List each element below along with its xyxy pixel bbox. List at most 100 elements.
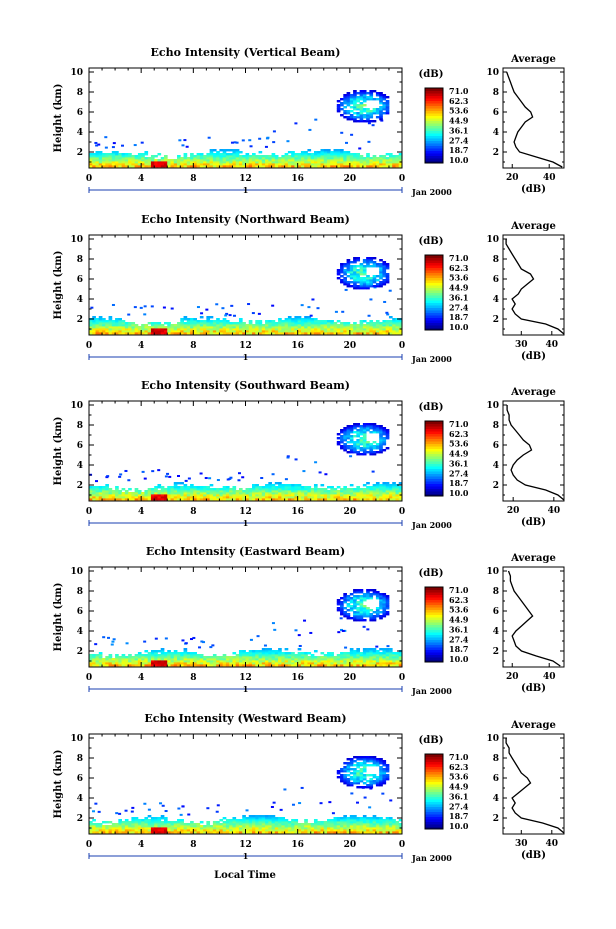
heatmap-cell [362, 273, 367, 276]
heatmap-cell [173, 829, 178, 832]
heatmap-cell [265, 498, 269, 501]
heatmap-cell [163, 488, 168, 491]
heatmap-cell [284, 827, 289, 830]
heatmap-cell [372, 279, 377, 282]
heatmap-cell [271, 829, 276, 832]
heatmap-cell [164, 637, 168, 640]
heatmap-cell [375, 821, 380, 824]
heatmap-cell [319, 802, 323, 805]
heatmap-cell [346, 770, 351, 773]
heatmap-cell [242, 823, 246, 826]
heatmap-cell [209, 825, 214, 828]
heatmap-cell [173, 656, 178, 659]
heatmap-cell [258, 819, 263, 822]
heatmap-cell [252, 153, 256, 156]
heatmap-cell [216, 664, 220, 667]
colorbar-title: (dB) [419, 402, 444, 413]
heatmap-cell [281, 654, 286, 657]
heatmap-cell [327, 322, 331, 325]
heatmap-cell [190, 488, 194, 491]
heatmap-cell [366, 609, 370, 612]
heatmap-cell [297, 825, 302, 828]
heatmap-cell [382, 431, 387, 434]
heatmap-cell [388, 163, 393, 166]
heatmap-cell [340, 159, 344, 162]
heatmap-cell [340, 153, 344, 156]
heatmap-cell [372, 108, 377, 111]
heatmap-cell [343, 94, 347, 97]
heatmap-cell [144, 490, 149, 493]
heatmap-cell [118, 664, 122, 667]
heatmap-cell [369, 157, 374, 160]
heatmap-cell [203, 155, 207, 158]
profile-y-tick-label: 10 [486, 401, 499, 411]
heatmap-cell [366, 110, 370, 113]
heatmap-cell [215, 303, 219, 306]
heatmap-cell [362, 441, 367, 444]
heatmap-cell [379, 772, 383, 775]
heatmap-cell [261, 831, 266, 834]
heatmap-cell [258, 330, 263, 333]
heatmap-cell [92, 328, 96, 331]
heatmap-cell [385, 490, 390, 493]
heatmap-cell [118, 322, 122, 325]
heatmap-cell [229, 498, 233, 501]
heatmap-cell [222, 151, 227, 154]
heatmap-cell [392, 658, 396, 661]
heatmap-cell [359, 108, 364, 111]
heatmap-cell [177, 831, 181, 834]
heatmap-cell [230, 141, 234, 144]
heatmap-cell [150, 498, 155, 501]
profile-line [507, 570, 561, 667]
heatmap-cell [336, 332, 341, 335]
colorbar-segment [425, 108, 443, 111]
heatmap-cell [369, 94, 374, 97]
heatmap-cell [278, 326, 282, 329]
heatmap-cell [372, 90, 377, 93]
heatmap-cell [248, 815, 253, 818]
heatmap-cell [102, 660, 106, 663]
heatmap-cell [222, 324, 227, 327]
heatmap-cell [359, 776, 364, 779]
heatmap-cell [258, 498, 263, 501]
heatmap-cell [144, 326, 149, 329]
heatmap-cell [245, 827, 250, 830]
heatmap-cell [359, 106, 364, 109]
heatmap-cell [173, 650, 178, 653]
heatmap-cell [261, 654, 266, 657]
heatmap-cell [382, 829, 387, 832]
heatmap-cell [379, 155, 383, 158]
heatmap-cell [291, 494, 295, 497]
heatmap-cell [192, 636, 196, 639]
heatmap-cell [193, 664, 197, 667]
heatmap-cell [388, 817, 393, 820]
heatmap-cell [307, 155, 312, 158]
heatmap-cell [353, 273, 357, 276]
heatmap-cell [268, 821, 272, 824]
heatmap-cell [141, 153, 145, 156]
heatmap-cell [310, 320, 315, 323]
heatmap-cell [343, 819, 347, 822]
heatmap-cell [281, 159, 286, 162]
heatmap-cell [379, 100, 383, 103]
heatmap-cell [89, 664, 93, 667]
heatmap-cell [379, 782, 383, 785]
heatmap-cell [212, 496, 217, 499]
heatmap-cell [310, 827, 315, 830]
heatmap-cell [255, 326, 259, 329]
heatmap-cell [183, 165, 188, 168]
heatmap-cell [300, 498, 305, 501]
heatmap-cell [124, 155, 129, 158]
heatmap-cell [379, 451, 383, 454]
heatmap-cell [313, 332, 318, 335]
heatmap-cells [89, 257, 403, 335]
heatmap-cell [173, 662, 178, 665]
heatmap-cell [366, 163, 370, 166]
heatmap-cell [108, 658, 113, 661]
x-tick-label: 20 [344, 341, 357, 351]
heatmap-cell [219, 488, 224, 491]
heatmap-cell [369, 165, 374, 168]
heatmap-cell [313, 498, 318, 501]
heatmap-cell [356, 617, 361, 620]
heatmap-cell [144, 650, 149, 653]
